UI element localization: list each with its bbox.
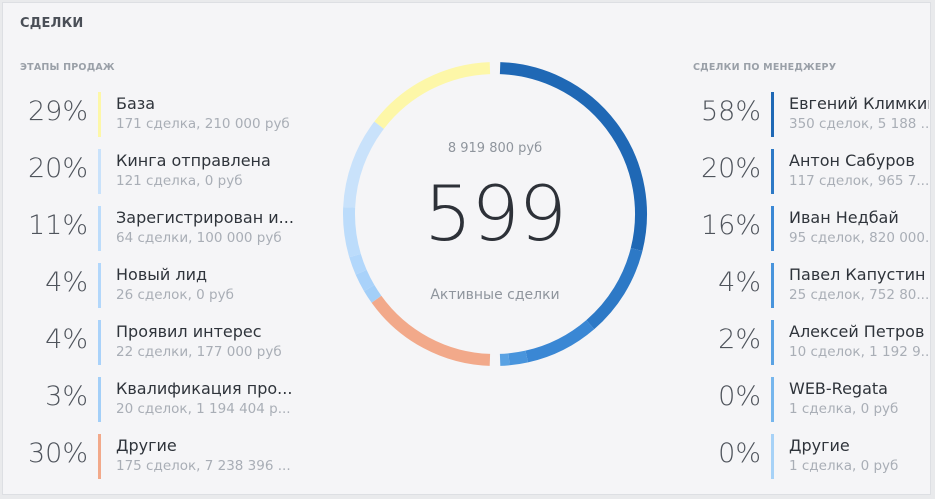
donut-manager-segment xyxy=(586,247,643,330)
stage-details: 171 сделка, 210 000 руб xyxy=(116,116,290,132)
donut-manager-segment xyxy=(508,350,529,366)
manager-name: Другие xyxy=(789,436,850,455)
manager-name: Алексей Петров xyxy=(789,322,925,341)
stage-color-bar xyxy=(98,320,101,365)
donut-stage-segment xyxy=(371,295,491,366)
stage-details: 22 сделки, 177 000 руб xyxy=(116,344,282,360)
manager-details: 1 сделка, 0 руб xyxy=(789,401,899,417)
total-sum: 8 919 800 руб xyxy=(447,141,543,156)
manager-color-bar xyxy=(771,434,774,479)
stage-name: Проявил интерес xyxy=(116,322,262,341)
stage-details: 26 сделок, 0 руб xyxy=(116,287,234,303)
stage-percent: 30% xyxy=(27,438,88,469)
deals-donut: 8 919 800 руб 599 Активные сделки xyxy=(330,61,660,381)
donut-manager-segment xyxy=(499,353,510,366)
manager-color-bar xyxy=(771,149,774,194)
active-deals-count: 599 xyxy=(423,169,567,258)
donut-stage-segment xyxy=(349,253,367,275)
stage-color-bar xyxy=(98,377,101,422)
donut-stage-segment xyxy=(343,121,384,208)
manager-name: Антон Сабуров xyxy=(789,151,915,170)
donut-manager-segment xyxy=(525,320,595,363)
manager-percent: 58% xyxy=(700,96,761,127)
donut-stage-segment xyxy=(374,62,491,129)
stage-color-bar xyxy=(98,149,101,194)
manager-details: 1 сделка, 0 руб xyxy=(789,458,899,474)
stage-name: Зарегистрирован и... xyxy=(116,208,294,227)
manager-name: WEB-Regata xyxy=(789,379,888,398)
manager-color-bar xyxy=(771,320,774,365)
stage-name: Квалификация про... xyxy=(116,379,293,398)
manager-percent: 20% xyxy=(700,153,761,184)
manager-details: 95 сделок, 820 000... xyxy=(789,230,929,246)
manager-color-bar xyxy=(771,206,774,251)
stage-name: Кинга отправлена xyxy=(116,151,271,170)
stage-details: 121 сделка, 0 руб xyxy=(116,173,243,189)
manager-details: 25 сделок, 752 80... xyxy=(789,287,929,303)
donut-manager-segment xyxy=(499,62,647,251)
manager-percent: 2% xyxy=(718,324,761,355)
stage-percent: 4% xyxy=(45,324,88,355)
stage-percent: 11% xyxy=(27,210,88,241)
donut-chart xyxy=(343,62,647,366)
stage-name: Новый лид xyxy=(116,265,208,284)
manager-details: 10 сделок, 1 192 9... xyxy=(789,344,929,360)
stage-color-bar xyxy=(98,92,101,137)
managers-label: СДЕЛКИ ПО МЕНЕДЖЕРУ xyxy=(693,62,837,73)
stage-percent: 3% xyxy=(45,381,88,412)
manager-details: 117 сделок, 965 7... xyxy=(789,173,929,189)
stage-details: 175 сделок, 7 238 396 ... xyxy=(116,458,291,474)
active-deals-caption: Активные сделки xyxy=(430,287,560,303)
donut-stage-segment xyxy=(355,269,375,292)
manager-name: Евгений Климкин xyxy=(789,94,929,113)
stage-color-bar xyxy=(98,206,101,251)
stage-percent: 29% xyxy=(27,96,88,127)
manager-percent: 0% xyxy=(718,381,761,412)
manager-color-bar xyxy=(771,92,774,137)
widget-title: СДЕЛКИ xyxy=(20,16,84,31)
manager-details: 350 сделок, 5 188 ... xyxy=(789,116,929,132)
stage-name: Другие xyxy=(116,436,177,455)
stage-color-bar xyxy=(98,434,101,479)
stages-label: ЭТАПЫ ПРОДАЖ xyxy=(20,62,115,73)
manager-name: Павел Капустин xyxy=(789,265,926,284)
stage-details: 20 сделок, 1 194 404 р... xyxy=(116,401,291,417)
donut-stage-segment xyxy=(364,284,382,303)
stage-details: 64 сделки, 100 000 руб xyxy=(116,230,282,246)
manager-percent: 16% xyxy=(700,210,761,241)
manager-percent: 4% xyxy=(718,267,761,298)
donut-stage-segment xyxy=(343,207,361,258)
manager-percent: 0% xyxy=(718,438,761,469)
stage-percent: 20% xyxy=(27,153,88,184)
manager-color-bar xyxy=(771,263,774,308)
stage-name: База xyxy=(116,94,156,113)
manager-color-bar xyxy=(771,377,774,422)
stage-color-bar xyxy=(98,263,101,308)
manager-name: Иван Недбай xyxy=(789,208,899,227)
stage-percent: 4% xyxy=(45,267,88,298)
